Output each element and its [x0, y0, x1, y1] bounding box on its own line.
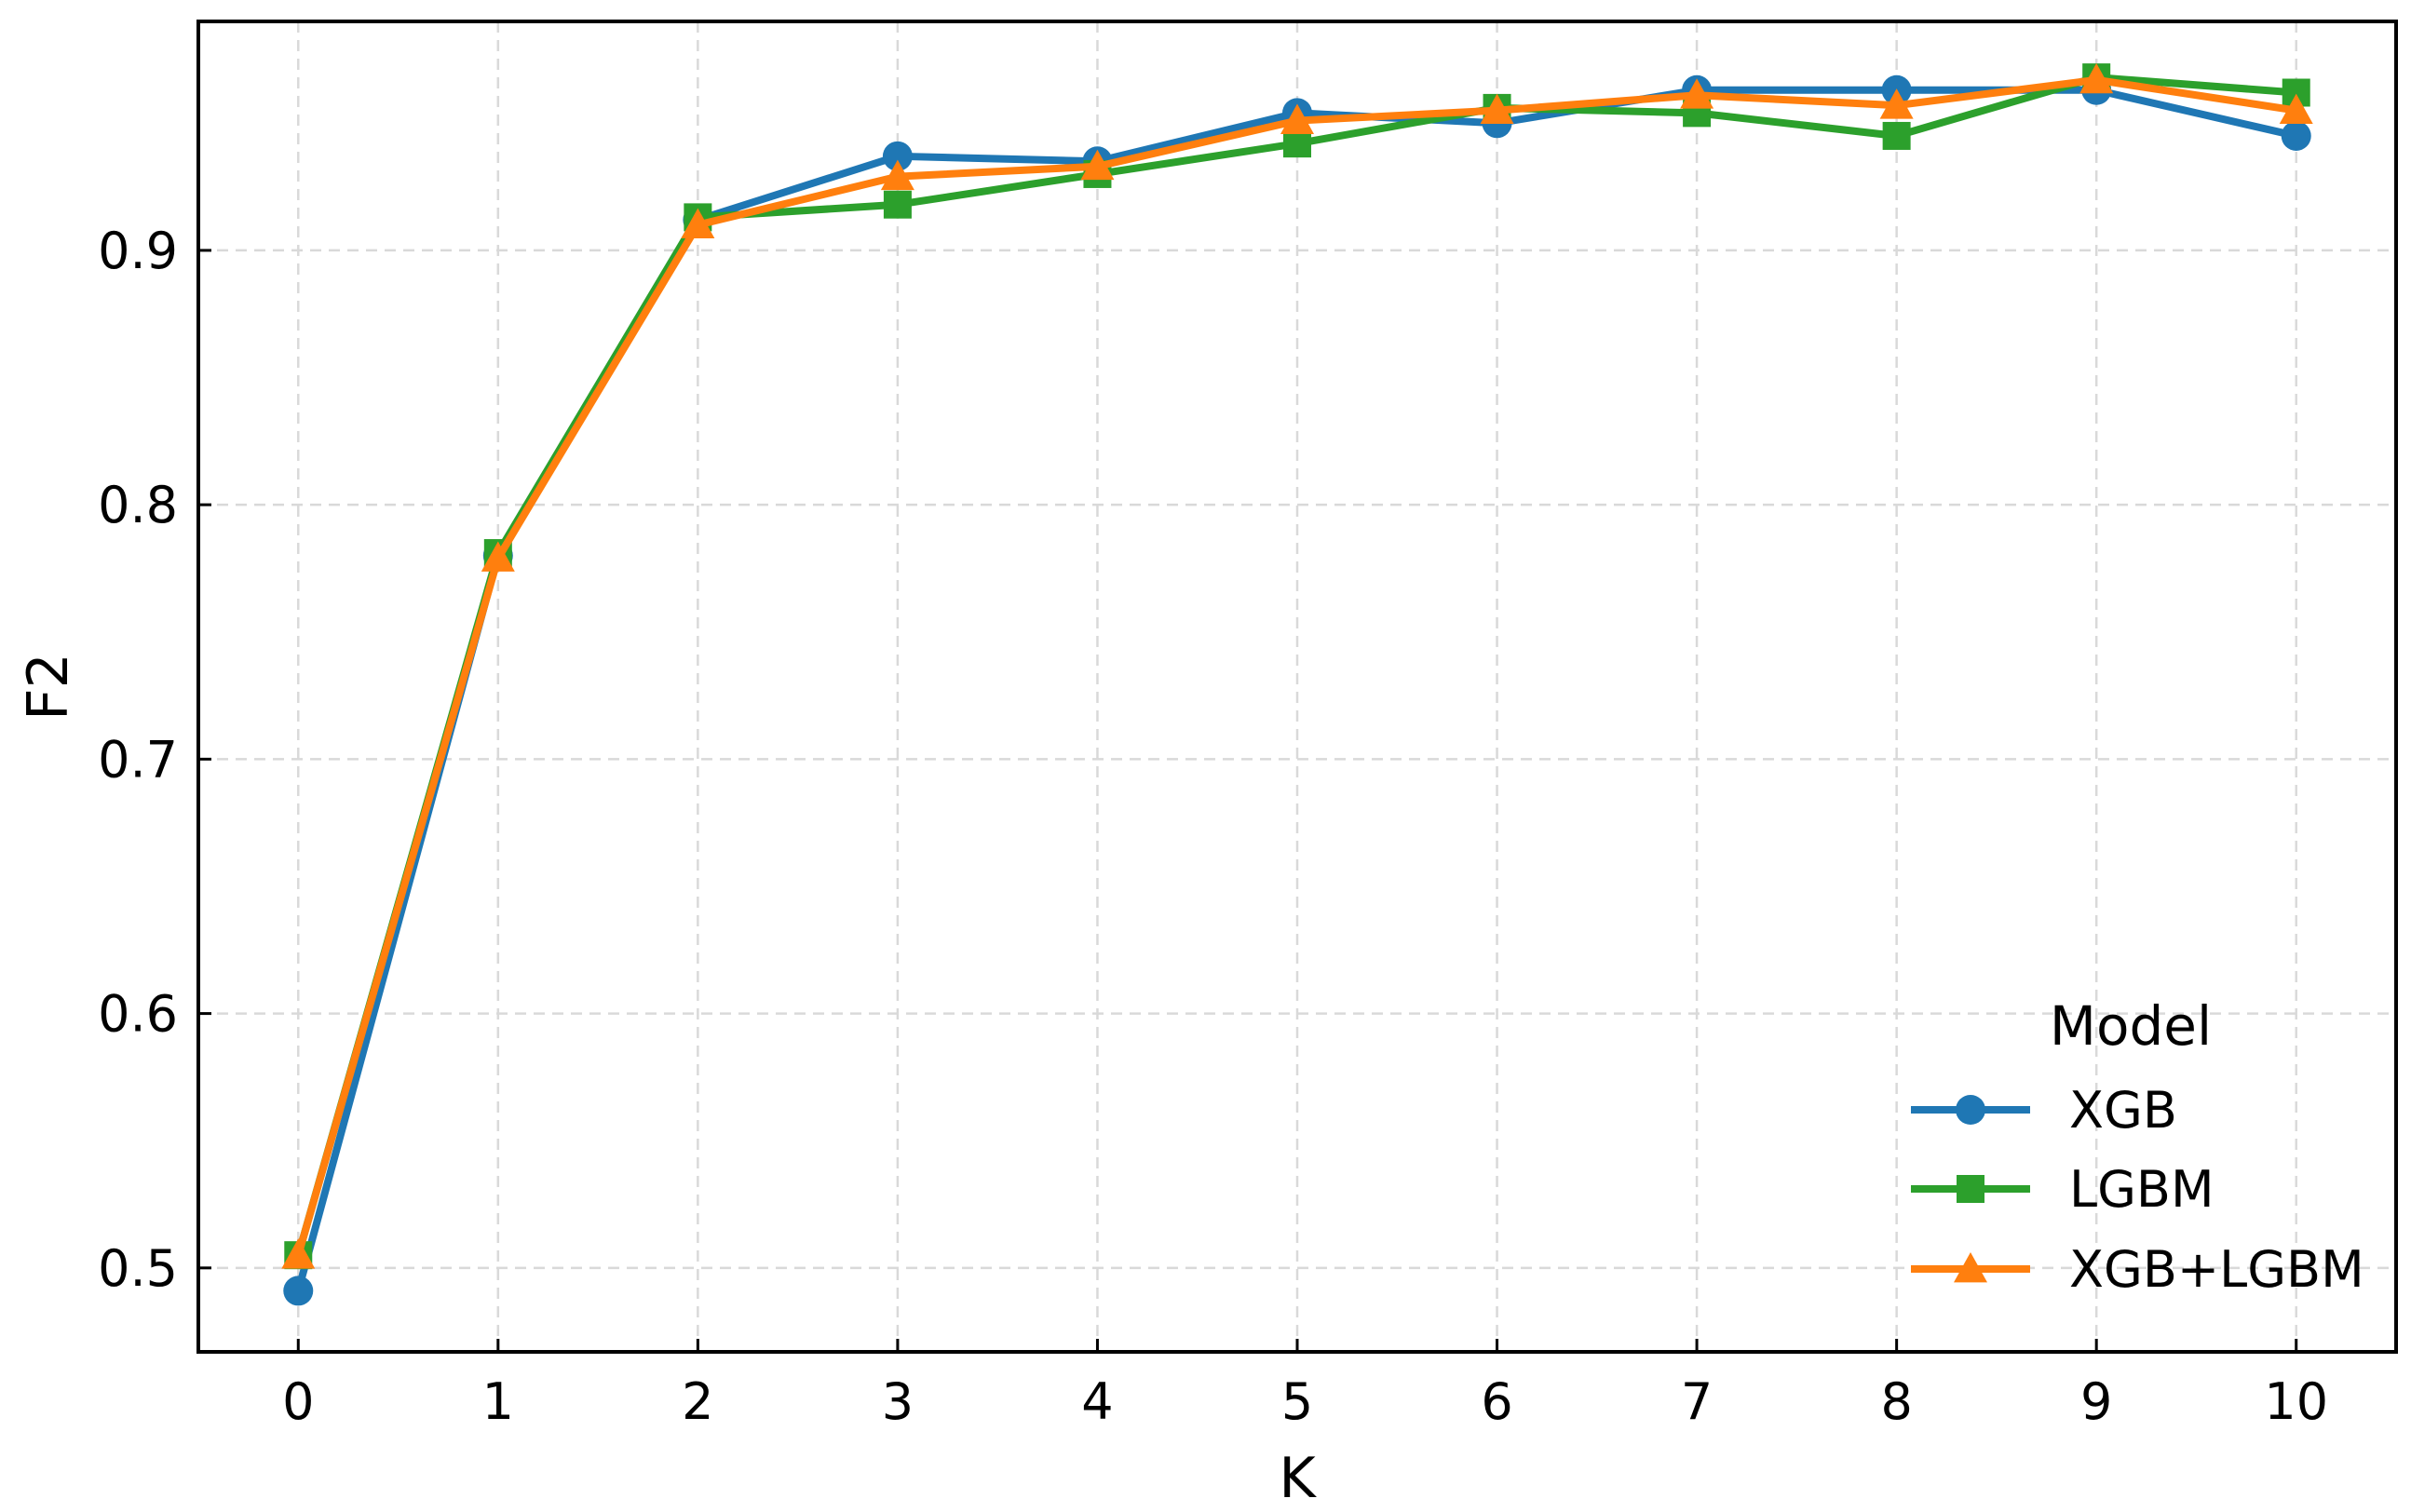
data-point-xgb-lgbm: [2279, 93, 2313, 125]
y-tick-label: 0.9: [98, 222, 178, 280]
legend-marker: [1957, 1175, 1984, 1203]
data-point-xgb: [882, 141, 913, 171]
legend-item-lgbm: LGBM: [1911, 1160, 2215, 1219]
legend-label: XGB: [2069, 1081, 2177, 1140]
x-tick-label: 9: [2080, 1372, 2112, 1431]
x-tick-label: 7: [1681, 1372, 1713, 1431]
data-point-xgb-lgbm: [1480, 93, 1514, 125]
data-point-xgb-lgbm: [1879, 88, 1914, 119]
data-point-xgb-lgbm: [1280, 103, 1314, 134]
legend-title: Model: [2050, 994, 2212, 1058]
plot-frame: [196, 20, 2398, 1354]
x-tick-label: 6: [1481, 1372, 1512, 1431]
axis-ticks: 0 1 2 3 4 5 6 7 8 9 10 0.5 0.6 0.7 0.8 0.9: [98, 222, 2328, 1431]
series-layer: [281, 62, 2313, 1306]
legend-item-xgb: XGB: [1911, 1081, 2177, 1140]
x-tick-label: 5: [1281, 1372, 1313, 1431]
legend-label: LGBM: [2069, 1160, 2215, 1219]
x-tick-label: 1: [482, 1372, 514, 1431]
x-tick-label: 2: [682, 1372, 713, 1431]
x-tick-label: 0: [282, 1372, 314, 1431]
data-point-xgb-lgbm: [281, 1238, 316, 1269]
y-axis-label: F2: [16, 653, 81, 721]
y-tick-label: 0.8: [98, 476, 178, 534]
series-xgb-lgbm: [281, 62, 2313, 1269]
data-point-xgb-lgbm: [481, 541, 515, 572]
y-tick-label: 0.7: [98, 730, 178, 789]
data-point-lgbm: [1882, 121, 1911, 150]
legend-item-xgb-lgbm: XGB+LGBM: [1911, 1240, 2364, 1299]
data-point-xgb: [283, 1276, 314, 1306]
grid: [198, 21, 2396, 1352]
x-axis-label: K: [1279, 1446, 1317, 1511]
legend-label: XGB+LGBM: [2069, 1240, 2364, 1299]
data-point-lgbm: [883, 190, 912, 219]
data-point-xgb-lgbm: [1680, 78, 1714, 109]
legend-marker: [1956, 1095, 1985, 1125]
data-point-xgb: [2281, 120, 2311, 151]
data-point-xgb-lgbm: [681, 208, 715, 238]
x-tick-label: 4: [1081, 1372, 1113, 1431]
x-tick-label: 8: [1880, 1372, 1912, 1431]
data-point-lgbm: [1283, 129, 1311, 158]
y-tick-label: 0.6: [98, 985, 178, 1044]
y-tick-label: 0.5: [98, 1239, 178, 1298]
legend-marker: [1954, 1252, 1987, 1283]
x-tick-label: 3: [882, 1372, 914, 1431]
data-point-xgb-lgbm: [880, 159, 914, 191]
data-point-xgb-lgbm: [2079, 62, 2114, 94]
x-tick-label: 10: [2264, 1372, 2328, 1431]
series-line-xgb-lgbm: [294, 75, 2297, 1257]
legend: Model XGB LGBM XGB+LGBM: [1911, 994, 2364, 1299]
data-point-xgb-lgbm: [1080, 149, 1115, 181]
